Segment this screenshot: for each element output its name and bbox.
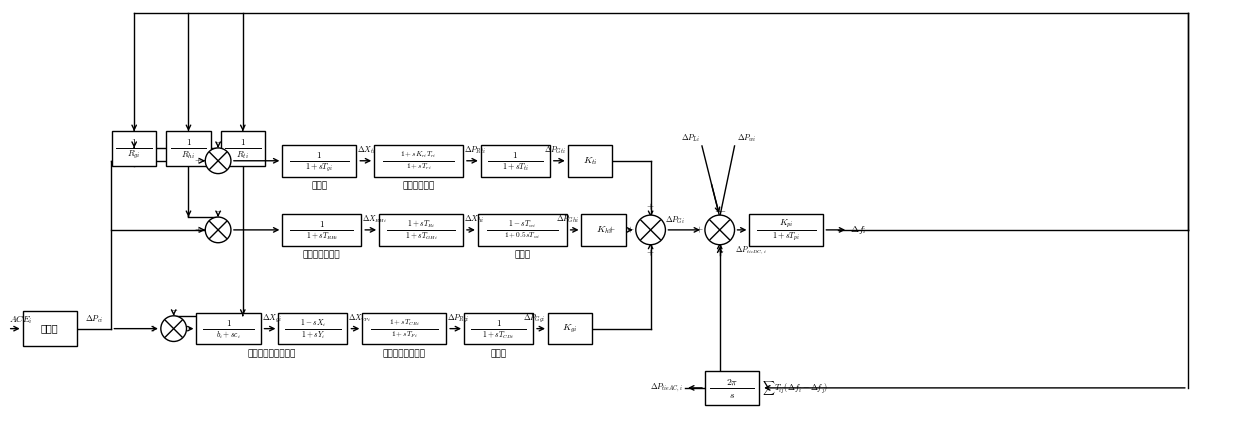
Text: $R_{hi}$: $R_{hi}$	[181, 150, 196, 161]
Text: 燃料系统与内燃室: 燃料系统与内燃室	[383, 350, 425, 358]
Text: $\Delta P_{tieDC,i}$: $\Delta P_{tieDC,i}$	[734, 245, 766, 256]
Bar	[278, 313, 347, 345]
Text: $1+sT_{ti}$: $1+sT_{ti}$	[502, 161, 529, 173]
Text: $1$: $1$	[226, 318, 232, 328]
Bar	[362, 313, 446, 345]
Text: 阀门定位器与调速器: 阀门定位器与调速器	[248, 350, 296, 358]
Text: $1-sX_i$: $1-sX_i$	[300, 317, 326, 329]
Text: $\Delta X_{hi}$: $\Delta X_{hi}$	[464, 214, 485, 225]
Bar	[196, 313, 260, 345]
Text: $1+sT_{Ri}$: $1+sT_{Ri}$	[407, 218, 435, 230]
Text: $-$: $-$	[170, 304, 177, 313]
Bar	[464, 313, 533, 345]
Bar	[283, 214, 361, 246]
Text: $R_{ti}$: $R_{ti}$	[237, 150, 249, 161]
Bar	[749, 214, 823, 246]
Bar	[481, 145, 549, 177]
Text: $1$: $1$	[239, 137, 246, 147]
Bar	[22, 311, 77, 346]
Text: $1$: $1$	[131, 137, 138, 147]
Text: $1+sT_{gi}$: $1+sT_{gi}$	[305, 161, 334, 173]
Text: $1+sT_{GHi}$: $1+sT_{GHi}$	[404, 230, 438, 242]
Text: $+$: $+$	[606, 225, 615, 235]
Text: $-$: $-$	[215, 136, 222, 145]
Text: $-$: $-$	[715, 246, 724, 255]
Text: $1$: $1$	[319, 219, 325, 229]
Text: 调速器: 调速器	[311, 182, 327, 190]
Text: $\sum T_{ij}(\Delta f_i-\Delta f_j)$: $\sum T_{ij}(\Delta f_i-\Delta f_j)$	[763, 379, 828, 397]
Text: $+$: $+$	[626, 225, 635, 235]
Text: $R_{gi}$: $R_{gi}$	[128, 149, 141, 161]
Text: $1+sY_i$: $1+sY_i$	[301, 329, 325, 341]
Bar	[477, 214, 567, 246]
Bar	[548, 313, 593, 345]
Text: $\Delta P_{Gti}$: $\Delta P_{Gti}$	[543, 144, 565, 156]
Text: $1+sK_{ri}T_{ri}$: $1+sK_{ri}T_{ri}$	[401, 150, 436, 160]
Bar	[112, 131, 156, 166]
Bar	[166, 131, 211, 166]
Text: 机械液压调速器: 机械液压调速器	[303, 251, 341, 260]
Bar	[568, 145, 613, 177]
Text: $\Delta f_i$: $\Delta f_i$	[851, 224, 867, 236]
Text: $1+sT_{RHi}$: $1+sT_{RHi}$	[305, 230, 339, 242]
Text: $\Delta P_{Rgi}$: $\Delta P_{Rgi}$	[448, 312, 470, 324]
Circle shape	[636, 215, 666, 245]
Text: $1-sT_{wi}$: $1-sT_{wi}$	[508, 218, 536, 230]
Circle shape	[161, 316, 186, 342]
Bar	[221, 131, 265, 166]
Text: $K_{ti}$: $K_{ti}$	[583, 155, 598, 167]
Text: $1+sT_{Fi}$: $1+sT_{Fi}$	[391, 330, 418, 340]
Circle shape	[206, 148, 231, 174]
Bar	[379, 214, 463, 246]
Text: $+$: $+$	[646, 202, 655, 212]
Text: $+$: $+$	[193, 155, 202, 166]
Text: 水轮机: 水轮机	[515, 251, 531, 260]
Text: $\Delta P_{Rti}$: $\Delta P_{Rti}$	[464, 144, 486, 156]
Text: $1$: $1$	[186, 137, 191, 147]
Text: $2\pi$: $2\pi$	[725, 377, 738, 387]
Text: $b_i+sc_i$: $b_i+sc_i$	[216, 329, 241, 341]
Text: $\Delta X_{RHi}$: $\Delta X_{RHi}$	[362, 214, 387, 225]
Circle shape	[206, 217, 231, 243]
Text: $1+sT_{ri}$: $1+sT_{ri}$	[405, 162, 432, 172]
Text: $K_{pi}$: $K_{pi}$	[779, 218, 794, 230]
Text: $+$: $+$	[193, 225, 202, 235]
Text: $\Delta P_{Gi}$: $\Delta P_{Gi}$	[666, 214, 686, 226]
Bar	[374, 145, 463, 177]
Bar	[283, 145, 356, 177]
Text: $ACE_i$: $ACE_i$	[9, 313, 32, 326]
Text: $\Delta X_{gi}$: $\Delta X_{gi}$	[262, 312, 281, 324]
Text: $\Delta X_{ti}$: $\Delta X_{ti}$	[357, 144, 377, 156]
Text: $-$: $-$	[718, 205, 725, 214]
Text: $\Delta X_{VPi}$: $\Delta X_{VPi}$	[348, 312, 371, 324]
Text: $+$: $+$	[646, 248, 655, 258]
Text: $1+0.5sT_{wi}$: $1+0.5sT_{wi}$	[505, 231, 541, 241]
Bar	[582, 214, 626, 246]
Text: $-$: $-$	[714, 205, 722, 214]
Text: $K_{hi}$: $K_{hi}$	[595, 224, 611, 236]
Text: $s$: $s$	[729, 390, 735, 400]
Text: $1$: $1$	[496, 318, 501, 328]
Text: $\Delta P_{tieAC,i}$: $\Delta P_{tieAC,i}$	[650, 381, 683, 394]
Text: $K_{gi}$: $K_{gi}$	[563, 323, 578, 335]
Text: $1+sT_{CRi}$: $1+sT_{CRi}$	[389, 318, 419, 328]
Text: $1$: $1$	[316, 150, 322, 160]
Text: $1+sT_{pi}$: $1+sT_{pi}$	[773, 230, 801, 242]
Text: $\Delta P_{Li}$: $\Delta P_{Li}$	[681, 132, 701, 144]
Text: 汽轮机: 汽轮机	[491, 350, 507, 358]
Text: $-$: $-$	[215, 205, 222, 214]
Text: $\Delta P_{wi}$: $\Delta P_{wi}$	[737, 132, 756, 144]
Text: $\Delta P_{ci}$: $\Delta P_{ci}$	[84, 314, 103, 325]
Text: $\Delta P_{Ghi}$: $\Delta P_{Ghi}$	[557, 214, 579, 225]
Text: $1+sT_{CDi}$: $1+sT_{CDi}$	[482, 329, 515, 341]
Text: 再热式汽轮机: 再热式汽轮机	[403, 182, 435, 190]
Text: $+$: $+$	[149, 323, 157, 334]
Text: $+$: $+$	[696, 225, 704, 235]
Text: $\Delta P_{Ggi}$: $\Delta P_{Ggi}$	[523, 312, 546, 324]
Text: 控制器: 控制器	[41, 324, 58, 334]
Text: $1$: $1$	[512, 150, 518, 160]
Circle shape	[704, 215, 734, 245]
Bar	[704, 371, 759, 405]
